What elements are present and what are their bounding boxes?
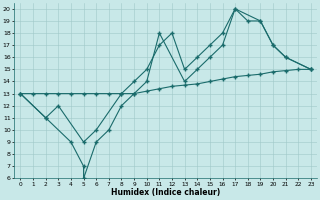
X-axis label: Humidex (Indice chaleur): Humidex (Indice chaleur) — [111, 188, 220, 197]
